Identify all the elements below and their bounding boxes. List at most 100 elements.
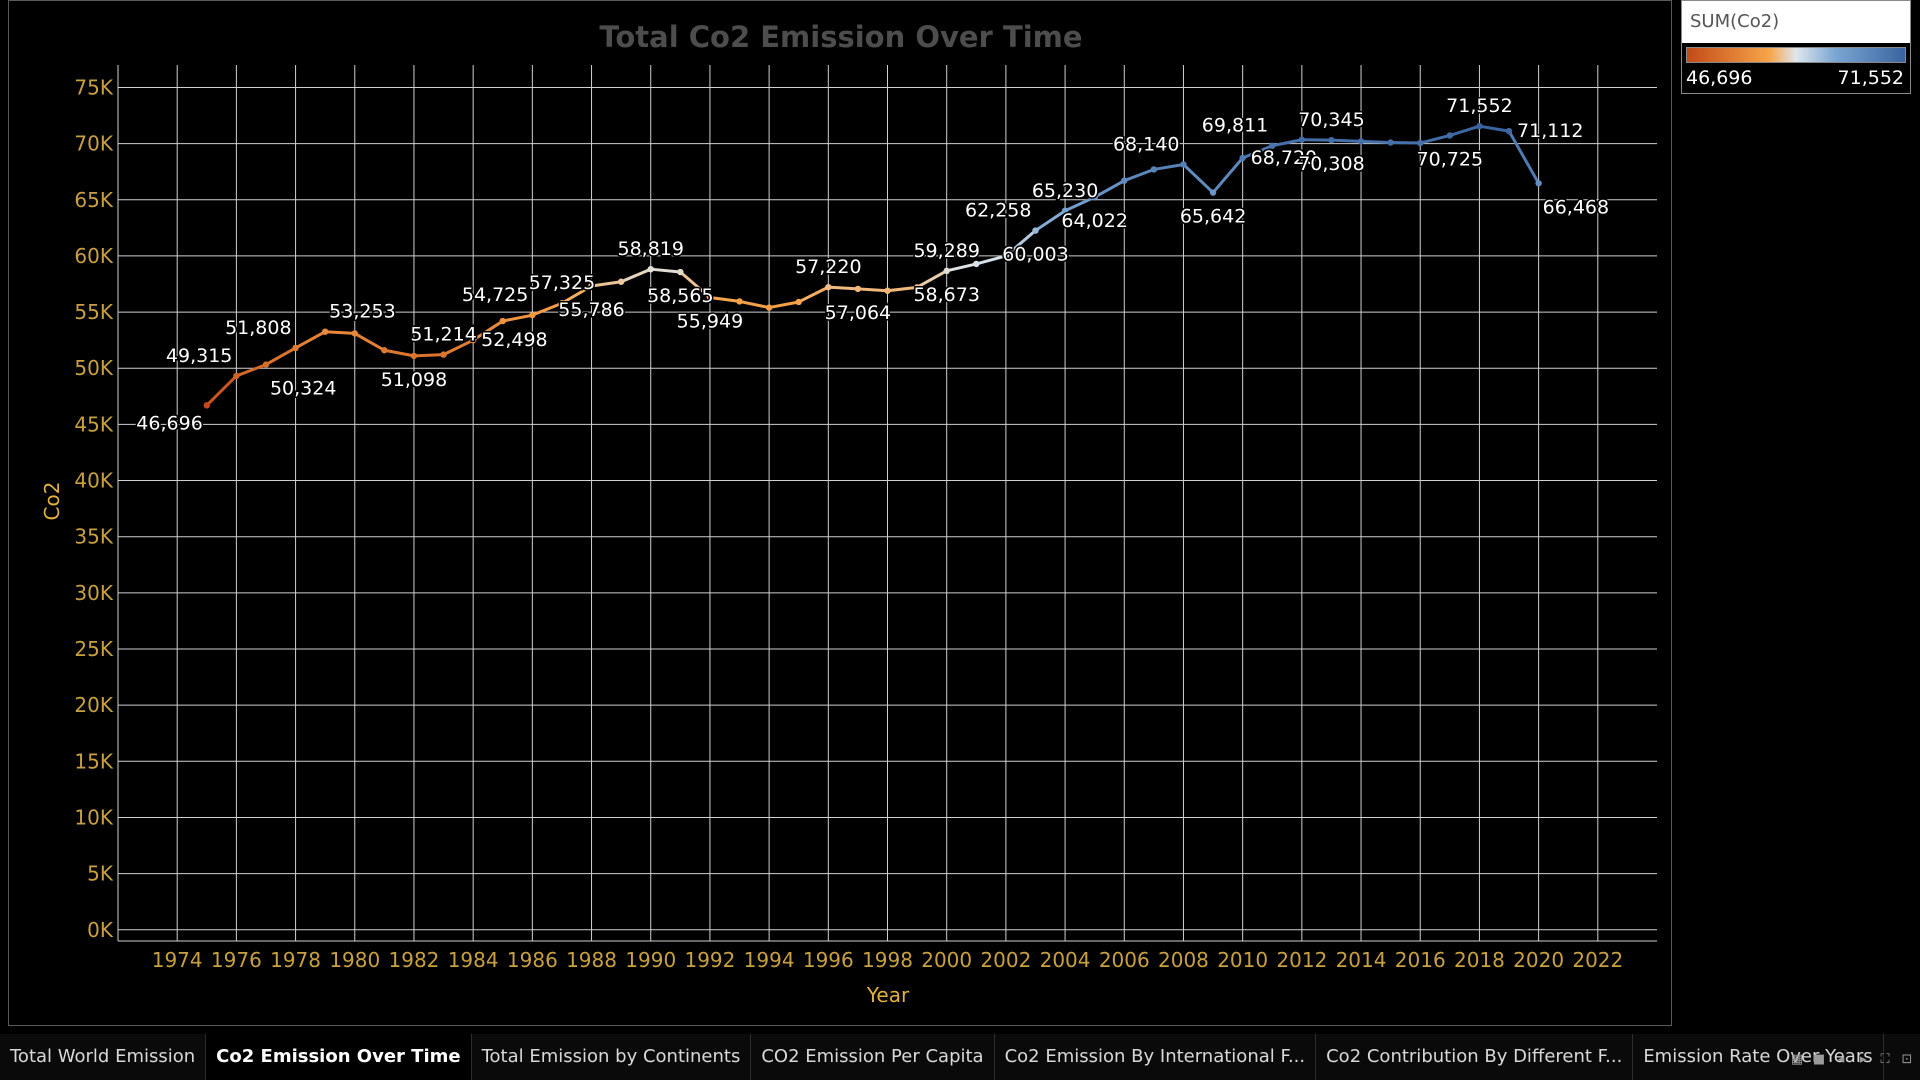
data-point xyxy=(973,260,980,268)
square-view-icon[interactable]: ■ xyxy=(1812,1052,1826,1067)
data-label: 49,315 xyxy=(166,345,232,367)
tab-emission-rate-over-years[interactable]: Emission Rate Over Years xyxy=(1633,1034,1884,1080)
y-tick-label: 35K xyxy=(74,525,113,549)
data-point xyxy=(1121,177,1128,184)
data-point xyxy=(440,351,447,358)
series-line-segment xyxy=(797,285,830,304)
series-line-segment xyxy=(1359,139,1393,144)
series-line-segment xyxy=(1477,124,1511,133)
tab-total-world-emission[interactable]: Total World Emission xyxy=(0,1034,207,1080)
prev-icon[interactable]: ◂ xyxy=(1837,1052,1845,1067)
series-line-segment xyxy=(501,313,534,323)
data-label: 57,064 xyxy=(825,302,891,324)
data-point xyxy=(736,298,743,305)
data-label: 65,230 xyxy=(1032,180,1098,202)
data-label: 66,468 xyxy=(1543,196,1609,218)
data-point xyxy=(1298,136,1306,143)
y-tick-label: 55K xyxy=(74,300,113,324)
x-tick-label: 1986 xyxy=(507,948,558,972)
series-line-segment xyxy=(1063,195,1097,213)
data-point xyxy=(1505,127,1513,135)
data-label: 52,498 xyxy=(481,329,547,351)
data-point xyxy=(1357,138,1365,145)
data-point xyxy=(884,287,891,294)
data-label: 70,345 xyxy=(1298,109,1364,131)
series-line-segment xyxy=(826,285,860,291)
series-line-segment xyxy=(382,348,416,358)
data-label: 46,696 xyxy=(136,412,202,434)
series-line-segment xyxy=(1211,156,1245,195)
series-line-segment xyxy=(560,284,594,305)
data-point xyxy=(499,317,506,325)
data-label: 71,552 xyxy=(1446,95,1512,117)
data-point xyxy=(262,361,270,368)
x-tick-label: 1988 xyxy=(566,948,617,972)
y-tick-label: 5K xyxy=(87,862,114,886)
data-point xyxy=(1328,136,1335,144)
grid-view-icon[interactable]: ▦ xyxy=(1790,1052,1804,1067)
fullscreen-icon[interactable]: ⛶ xyxy=(1880,1052,1890,1067)
data-point xyxy=(677,268,684,276)
tab-total-emission-by-continents[interactable]: Total Emission by Continents xyxy=(472,1034,752,1080)
data-point xyxy=(588,282,595,290)
series-line-segment xyxy=(1329,138,1363,143)
color-legend[interactable]: SUM(Co2) 46,696 71,552 xyxy=(1681,0,1911,94)
data-point xyxy=(1150,166,1158,173)
data-point xyxy=(1180,161,1187,168)
data-label: 58,673 xyxy=(913,284,979,306)
data-point xyxy=(351,330,358,337)
series-line-segment xyxy=(1241,144,1274,160)
tab-co2-emission-per-capita[interactable]: CO2 Emission Per Capita xyxy=(751,1034,995,1080)
series-line-segment xyxy=(264,346,298,367)
data-point xyxy=(943,267,950,275)
legend-max-value: 71,552 xyxy=(1837,67,1904,89)
data-point xyxy=(913,284,921,291)
data-point xyxy=(647,265,654,273)
x-tick-label: 2008 xyxy=(1158,948,1209,972)
data-label: 55,949 xyxy=(677,310,743,332)
series-line-segment xyxy=(856,287,889,293)
series-line-segment xyxy=(1033,209,1067,233)
line-chart: Total Co2 Emission Over Time 0K 5K 10K 15K 20… xyxy=(40,20,1657,1007)
series-line-segment xyxy=(234,363,268,378)
data-point xyxy=(1061,207,1069,214)
series-line-segment xyxy=(1448,124,1481,137)
tab-co2-emission-by-international[interactable]: Co2 Emission By International F... xyxy=(995,1034,1317,1080)
series-line-segment xyxy=(945,262,978,273)
data-label: 57,325 xyxy=(529,272,595,294)
data-label: 51,214 xyxy=(410,324,476,346)
chart-view: Total Co2 Emission Over Time 0K 5K 10K 15K 20… xyxy=(8,0,1672,1026)
y-tick-label: 75K xyxy=(74,75,113,99)
legend-color-ramp xyxy=(1686,47,1906,63)
series-line-segment xyxy=(205,374,238,407)
data-point xyxy=(381,347,388,354)
tab-co2-emission-over-time[interactable]: Co2 Emission Over Time xyxy=(206,1034,472,1080)
data-label: 53,253 xyxy=(329,301,395,323)
data-point xyxy=(765,304,773,311)
series-line-segment xyxy=(1270,138,1304,148)
series-line-segment xyxy=(738,299,771,310)
y-tick-label: 25K xyxy=(74,637,113,661)
legend-min-value: 46,696 xyxy=(1686,67,1753,89)
x-tick-label: 2006 xyxy=(1099,948,1150,972)
series-line-segment xyxy=(471,319,505,342)
data-point xyxy=(410,352,418,360)
chart-title: Total Co2 Emission Over Time xyxy=(599,20,1082,54)
data-label: 70,308 xyxy=(1298,153,1364,175)
x-tick-label: 1984 xyxy=(448,948,499,972)
series-line-segment xyxy=(649,267,682,274)
x-tick-label: 2020 xyxy=(1513,948,1564,972)
next-icon[interactable]: ▸ xyxy=(1859,1052,1867,1067)
data-label: 59,289 xyxy=(913,240,979,262)
data-label: 68,140 xyxy=(1113,134,1179,156)
x-tick-label: 2002 xyxy=(980,948,1031,972)
tab-co2-contribution[interactable]: Co2 Contribution By Different F... xyxy=(1316,1034,1634,1080)
data-point xyxy=(1476,122,1483,130)
data-label: 58,819 xyxy=(617,238,683,260)
presentation-icon[interactable]: ⊡ xyxy=(1901,1052,1913,1067)
data-point xyxy=(617,278,625,285)
y-tick-label: 40K xyxy=(74,469,113,493)
sheet-nav-controls: ▦ ■ ◂ ▸ ⛶ ⊡ xyxy=(1790,1052,1914,1067)
series-line-segment xyxy=(678,270,712,299)
data-label: 50,324 xyxy=(270,378,336,400)
